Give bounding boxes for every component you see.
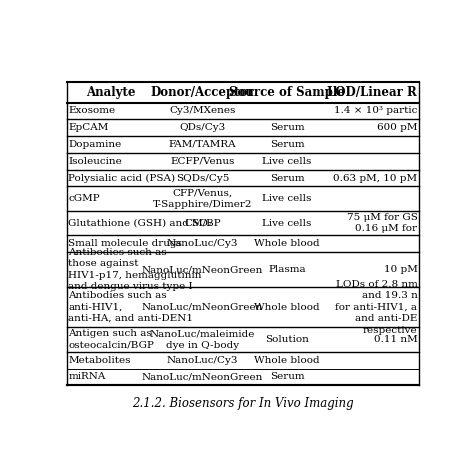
- Text: Whole blood: Whole blood: [254, 239, 320, 248]
- Text: Donor/Acceptor: Donor/Acceptor: [151, 86, 255, 99]
- Text: cGMP: cGMP: [68, 194, 100, 203]
- Text: FAM/TAMRA: FAM/TAMRA: [169, 140, 237, 149]
- Text: Live cells: Live cells: [262, 157, 312, 166]
- Text: Whole blood: Whole blood: [254, 356, 320, 365]
- Text: ECFP/Venus: ECFP/Venus: [170, 157, 235, 166]
- Text: QDs/Cy3: QDs/Cy3: [179, 123, 226, 132]
- Text: 10 pM: 10 pM: [383, 265, 418, 274]
- Text: NanoLuc/maleimide
dye in Q-body: NanoLuc/maleimide dye in Q-body: [150, 329, 255, 350]
- Text: 2.1.2. Biosensors for In Vivo Imaging: 2.1.2. Biosensors for In Vivo Imaging: [132, 397, 354, 410]
- Text: Isoleucine: Isoleucine: [68, 157, 122, 166]
- Text: Solution: Solution: [265, 335, 309, 344]
- Text: Small molecule drugs: Small molecule drugs: [68, 239, 182, 248]
- Text: NanoLuc/mNeonGreen: NanoLuc/mNeonGreen: [142, 373, 263, 382]
- Text: Live cells: Live cells: [262, 219, 312, 228]
- Text: Dopamine: Dopamine: [68, 140, 122, 149]
- Text: 0.11 nM: 0.11 nM: [374, 335, 418, 344]
- Text: Antibodies such as
those against
HIV1-p17, hemagglutinin
and dengue virus type I: Antibodies such as those against HIV1-p1…: [68, 248, 202, 292]
- Text: 600 pM: 600 pM: [377, 123, 418, 132]
- Text: Serum: Serum: [270, 173, 304, 182]
- Text: LODs of 2.8 nm
and 19.3 n
for anti-HIV1, a
and anti-DE
respective: LODs of 2.8 nm and 19.3 n for anti-HIV1,…: [336, 280, 418, 335]
- Text: 1.4 × 10³ partic: 1.4 × 10³ partic: [334, 106, 418, 115]
- Text: CFP/Venus,
T-Sapphire/Dimer2: CFP/Venus, T-Sapphire/Dimer2: [153, 189, 252, 209]
- Text: miRNA: miRNA: [68, 373, 106, 382]
- Text: NanoLuc/Cy3: NanoLuc/Cy3: [167, 356, 238, 365]
- Text: Serum: Serum: [270, 140, 304, 149]
- Text: NanoLuc/mNeonGreen: NanoLuc/mNeonGreen: [142, 265, 263, 274]
- Text: Live cells: Live cells: [262, 194, 312, 203]
- Text: Metabolites: Metabolites: [68, 356, 131, 365]
- Text: Analyte: Analyte: [86, 86, 136, 99]
- Text: 0.63 pM, 10 pM: 0.63 pM, 10 pM: [333, 173, 418, 182]
- Text: Cy3/MXenes: Cy3/MXenes: [169, 106, 236, 115]
- Text: CM/BP: CM/BP: [184, 219, 221, 228]
- Text: Source of Sample: Source of Sample: [229, 86, 345, 99]
- Text: Whole blood: Whole blood: [254, 303, 320, 312]
- Text: Serum: Serum: [270, 123, 304, 132]
- Text: 75 μM for GS
0.16 μM for: 75 μM for GS 0.16 μM for: [346, 213, 418, 233]
- Text: SQDs/Cy5: SQDs/Cy5: [176, 173, 229, 182]
- Text: Glutathione (GSH) and SO₂: Glutathione (GSH) and SO₂: [68, 219, 212, 228]
- Text: NanoLuc/mNeonGreen: NanoLuc/mNeonGreen: [142, 303, 263, 312]
- Text: Polysialic acid (PSA): Polysialic acid (PSA): [68, 173, 175, 182]
- Text: Exosome: Exosome: [68, 106, 116, 115]
- Text: Serum: Serum: [270, 373, 304, 382]
- Text: Antibodies such as
anti-HIV1,
anti-HA, and anti-DEN1: Antibodies such as anti-HIV1, anti-HA, a…: [68, 291, 193, 323]
- Text: NanoLuc/Cy3: NanoLuc/Cy3: [167, 239, 238, 248]
- Text: Antigen such as
osteocalcin/BGP: Antigen such as osteocalcin/BGP: [68, 329, 155, 350]
- Text: Plasma: Plasma: [268, 265, 306, 274]
- Text: LOD/Linear R: LOD/Linear R: [327, 86, 416, 99]
- Text: EpCAM: EpCAM: [68, 123, 109, 132]
